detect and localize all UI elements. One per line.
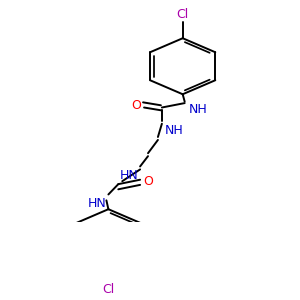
Text: HN: HN <box>119 169 138 182</box>
Text: NH: NH <box>165 124 184 137</box>
Text: Cl: Cl <box>102 283 115 296</box>
Text: O: O <box>143 176 153 188</box>
Text: O: O <box>131 99 141 112</box>
Text: Cl: Cl <box>177 8 189 21</box>
Text: NH: NH <box>189 103 207 116</box>
Text: HN: HN <box>88 197 106 210</box>
